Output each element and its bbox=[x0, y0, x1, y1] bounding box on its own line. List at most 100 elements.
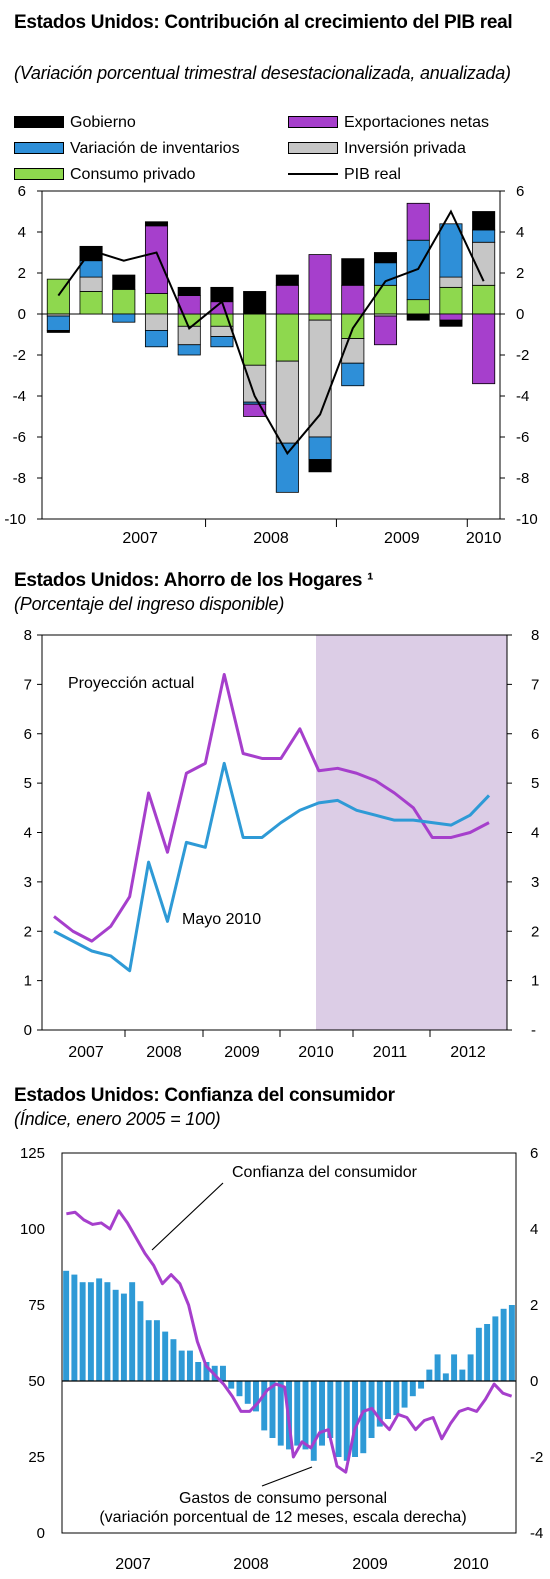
gdp-contribution-panel: Estados Unidos: Contribución al crecimie… bbox=[0, 0, 550, 560]
x-year-label: 2007 bbox=[122, 530, 158, 547]
legend-label-exportaciones: Exportaciones netas bbox=[344, 114, 489, 131]
bar-gobierno bbox=[144, 221, 169, 227]
household-savings-chart: 0 1 2 3 4 5 6 7 8 - 1 2 3 4 5 6 7 8 2007 2008 2009 2010 2011 20… bbox=[24, 627, 540, 1061]
legend-swatch-gobierno bbox=[14, 116, 64, 128]
bar-gobierno bbox=[472, 211, 496, 231]
bar-inversion bbox=[275, 360, 299, 444]
y-tick-right: - bbox=[531, 1022, 536, 1039]
bar-gastos bbox=[63, 1270, 70, 1381]
y-tick-left: -6 bbox=[13, 429, 26, 446]
pib-real-line bbox=[57, 209, 485, 456]
y-tick-left: 25 bbox=[28, 1449, 45, 1466]
x-year-label: 2010 bbox=[466, 530, 502, 547]
bar-consumo bbox=[79, 291, 103, 315]
bar-gobierno bbox=[439, 319, 463, 327]
y-tick-right: 8 bbox=[531, 627, 539, 644]
gdp-contribution-chart: 6 6 4 4 2 2 0 0 -2 -2 -4 -4 -6 -6 -8 -8 -10 -10 2007 2008 20… bbox=[4, 183, 537, 547]
household-savings-panel: Estados Unidos: Ahorro de los Hogares ¹ … bbox=[0, 560, 550, 1070]
bar-consumo bbox=[177, 313, 201, 327]
annotation-confianza: Confianza del consumidor bbox=[232, 1164, 418, 1181]
consumer-confidence-chart: 125 100 75 50 25 0 6 4 2 0 -2 -4 2007 2008 2009 2010 Con… bbox=[20, 1145, 543, 1573]
y-tick-left: 6 bbox=[24, 726, 32, 743]
y-tick-right: -8 bbox=[516, 470, 529, 487]
annotation-leader-confianza bbox=[151, 1182, 224, 1251]
x-year-label: 2011 bbox=[373, 1044, 408, 1061]
plot-frame bbox=[41, 190, 501, 520]
annotation-mayo: Mayo 2010 bbox=[182, 911, 261, 928]
y-tick-right: 0 bbox=[530, 1373, 538, 1390]
x-year-label: 2012 bbox=[450, 1044, 486, 1061]
bar-gastos bbox=[335, 1381, 342, 1457]
y-tick-right: 7 bbox=[531, 676, 539, 693]
legend-swatch-inversion bbox=[288, 142, 338, 154]
bar-gastos bbox=[401, 1381, 408, 1408]
y-tick-right: 4 bbox=[516, 224, 524, 241]
bar-gastos bbox=[178, 1350, 185, 1381]
bar-gastos bbox=[228, 1381, 235, 1389]
bar-consumo bbox=[243, 313, 267, 366]
y-tick-left: -10 bbox=[4, 511, 26, 528]
bar-exportaciones bbox=[308, 254, 332, 315]
y-tick-left: -2 bbox=[13, 347, 26, 364]
x-year-label: 2008 bbox=[253, 530, 289, 547]
bar-gastos bbox=[104, 1282, 111, 1381]
bar-gobierno bbox=[341, 258, 365, 286]
legend-swatch-consumo bbox=[14, 168, 64, 180]
bar-gobierno bbox=[112, 274, 136, 290]
bar-gastos bbox=[79, 1282, 86, 1381]
bar-gobierno bbox=[308, 459, 332, 473]
y-tick-left: 6 bbox=[18, 183, 26, 200]
legend-swatch-inventarios bbox=[14, 142, 64, 154]
annotation-leader-gastos bbox=[261, 1466, 313, 1487]
chart1-title: Estados Unidos: Contribución al crecimie… bbox=[14, 12, 513, 33]
plot-frame bbox=[61, 1152, 517, 1534]
bar-exportaciones bbox=[406, 202, 430, 241]
y-tick-left: 100 bbox=[20, 1221, 45, 1238]
bar-gobierno bbox=[406, 313, 430, 321]
bar-gastos bbox=[442, 1373, 449, 1381]
bar-gastos bbox=[484, 1324, 491, 1381]
bar-gastos bbox=[294, 1381, 301, 1446]
y-tick-left: 4 bbox=[24, 825, 32, 842]
x-year-label: 2008 bbox=[146, 1044, 182, 1061]
bar-consumo bbox=[112, 288, 136, 315]
legend-line-pib bbox=[288, 173, 338, 175]
bar-gastos bbox=[236, 1381, 243, 1397]
bar-gastos bbox=[459, 1369, 466, 1381]
bar-gastos bbox=[302, 1381, 309, 1450]
bar-gastos bbox=[162, 1331, 169, 1381]
y-tick-right: 0 bbox=[516, 306, 524, 323]
y-tick-left: 125 bbox=[20, 1145, 45, 1162]
chart3-title: Estados Unidos: Confianza del consumidor bbox=[14, 1085, 395, 1106]
y-tick-right: 5 bbox=[531, 775, 539, 792]
y-tick-left: 2 bbox=[18, 265, 26, 282]
bar-gastos bbox=[219, 1365, 226, 1381]
bar-exportaciones bbox=[275, 284, 299, 315]
bar-inversion bbox=[308, 319, 332, 438]
y-tick-right: -4 bbox=[516, 388, 529, 405]
legend-label-inversion: Inversión privada bbox=[344, 140, 466, 157]
bar-gastos bbox=[71, 1274, 78, 1381]
bar-consumo bbox=[144, 293, 169, 315]
legend-label-gobierno: Gobierno bbox=[70, 114, 136, 131]
bar-consumo bbox=[373, 284, 398, 315]
bar-gastos bbox=[112, 1289, 119, 1381]
y-tick-right: -6 bbox=[516, 429, 529, 446]
bar-inversion bbox=[439, 276, 463, 288]
bar-gastos bbox=[467, 1354, 474, 1381]
y-tick-right: 6 bbox=[531, 726, 539, 743]
bar-inventarios bbox=[275, 442, 299, 493]
legend-swatch-exportaciones bbox=[288, 116, 338, 128]
bar-consumo bbox=[439, 286, 463, 315]
chart1-subtitle: (Variación porcentual trimestral desesta… bbox=[14, 63, 511, 83]
bar-gastos bbox=[343, 1381, 350, 1461]
bar-inventarios bbox=[112, 313, 136, 323]
bar-gastos bbox=[310, 1381, 317, 1461]
bar-gastos bbox=[129, 1282, 136, 1381]
y-tick-left: 0 bbox=[37, 1525, 45, 1542]
chart2-subtitle: (Porcentaje del ingreso disponible) bbox=[14, 594, 285, 614]
x-year-label: 2009 bbox=[224, 1044, 260, 1061]
bar-exportaciones bbox=[144, 225, 169, 294]
legend-label-consumo: Consumo privado bbox=[70, 166, 196, 183]
y-tick-left: 0 bbox=[18, 306, 26, 323]
